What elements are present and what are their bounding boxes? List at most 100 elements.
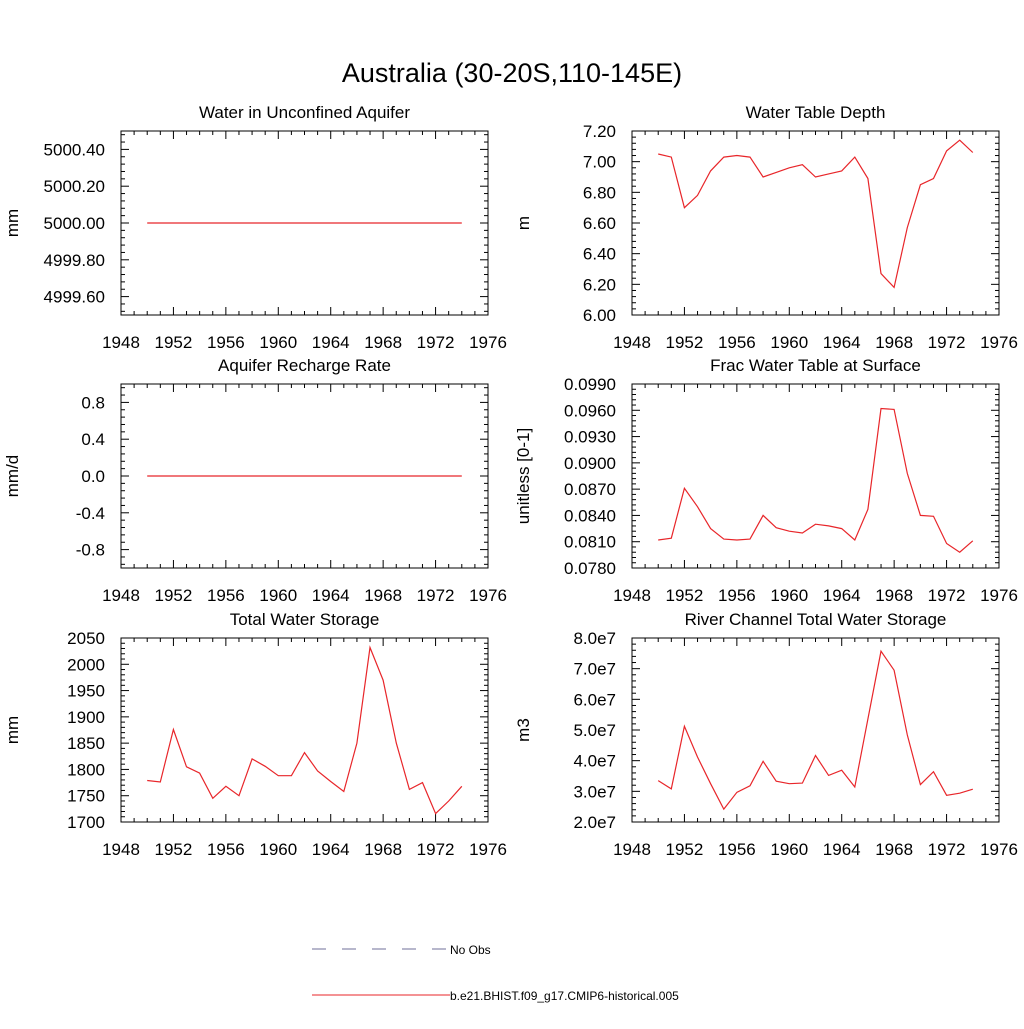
y-tick-label: 4.0e7	[573, 752, 616, 771]
chart-panel-3: Aquifer Recharge Rate mm/d 1948 1952 1956 196…	[3, 356, 507, 605]
y-tick-label: 6.40	[583, 245, 616, 264]
y-axis-label: mm	[3, 716, 22, 744]
x-tick-label: 1956	[207, 333, 245, 352]
x-tick-label: 1968	[875, 586, 913, 605]
x-tick-label: 1976	[980, 586, 1018, 605]
y-tick-label: 6.0e7	[573, 690, 616, 709]
y-tick-label: 2050	[67, 629, 105, 648]
y-tick-label: 7.0e7	[573, 660, 616, 679]
panels: Water in Unconfined Aquifer mm 1948 1952 195…	[3, 103, 1018, 859]
x-tick-label: 1964	[312, 840, 350, 859]
legend: No Obs b.e21.BHIST.f09_g17.CMIP6-histori…	[312, 943, 679, 1003]
chart-panel-6: River Channel Total Water Storage m3 1948 1…	[514, 610, 1018, 859]
y-tick-label: 1950	[67, 682, 105, 701]
chart-panel-1: Water in Unconfined Aquifer mm 1948 1952 195…	[3, 103, 507, 352]
x-tick-label: 1976	[469, 840, 507, 859]
panel-title: Water Table Depth	[746, 103, 886, 122]
y-tick-label: -0.8	[76, 541, 105, 560]
x-tick-label: 1972	[928, 840, 966, 859]
x-tick-label: 1956	[718, 333, 756, 352]
chart-panel-4: Frac Water Table at Surface unitless [0-1…	[514, 356, 1018, 605]
x-tick-label: 1948	[102, 586, 140, 605]
y-tick-label: 0.0900	[564, 454, 616, 473]
x-tick-label: 1960	[259, 840, 297, 859]
y-tick-label: 0.4	[81, 430, 105, 449]
x-tick-label: 1952	[155, 333, 193, 352]
x-tick-label: 1960	[259, 586, 297, 605]
y-tick-label: 6.80	[583, 183, 616, 202]
y-tick-label: 5000.00	[44, 214, 105, 233]
y-tick-label: 4999.80	[44, 251, 105, 270]
y-tick-label: 0.0990	[564, 375, 616, 394]
series-line-1	[147, 645, 463, 815]
y-tick-label: 4999.60	[44, 288, 105, 307]
y-tick-label: 0.0780	[564, 559, 616, 578]
x-tick-label: 1972	[928, 586, 966, 605]
x-tick-label: 1976	[469, 586, 507, 605]
x-tick-label: 1964	[823, 840, 861, 859]
y-tick-label: 0.0840	[564, 506, 616, 525]
x-tick-label: 1952	[155, 586, 193, 605]
x-tick-label: 1952	[666, 333, 704, 352]
x-tick-label: 1968	[875, 840, 913, 859]
plot-frame	[631, 383, 1000, 569]
x-tick-label: 1956	[207, 586, 245, 605]
y-tick-label: 6.60	[583, 214, 616, 233]
y-tick-label: 6.00	[583, 306, 616, 325]
figure-title: Australia (30-20S,110-145E)	[342, 58, 682, 88]
y-tick-label: 0.8	[81, 393, 105, 412]
x-tick-label: 1948	[613, 333, 651, 352]
y-axis-label: mm	[3, 209, 22, 237]
panel-title: Water in Unconfined Aquifer	[199, 103, 410, 122]
x-tick-label: 1948	[613, 840, 651, 859]
x-tick-label: 1968	[364, 586, 402, 605]
x-tick-label: 1972	[417, 586, 455, 605]
y-tick-label: 1850	[67, 734, 105, 753]
y-tick-label: 1800	[67, 760, 105, 779]
x-tick-label: 1976	[469, 333, 507, 352]
y-tick-label: 3.0e7	[573, 782, 616, 801]
legend-label-no-obs: No Obs	[450, 943, 491, 957]
plot-frame	[120, 637, 489, 823]
y-tick-label: 0.0810	[564, 533, 616, 552]
x-tick-label: 1948	[613, 586, 651, 605]
x-tick-label: 1952	[155, 840, 193, 859]
y-axis-label: unitless [0-1]	[514, 428, 533, 524]
series-line-1	[658, 407, 974, 553]
x-tick-label: 1956	[718, 840, 756, 859]
x-tick-label: 1960	[259, 333, 297, 352]
x-tick-label: 1972	[417, 840, 455, 859]
x-tick-label: 1964	[312, 333, 350, 352]
x-tick-label: 1964	[823, 586, 861, 605]
series-line-1	[657, 649, 973, 811]
x-tick-label: 1956	[207, 840, 245, 859]
y-tick-label: 6.20	[583, 275, 616, 294]
y-axis-label: m	[514, 216, 533, 230]
y-tick-label: 5.0e7	[573, 721, 616, 740]
legend-label-model: b.e21.BHIST.f09_g17.CMIP6-historical.005	[450, 989, 679, 1003]
x-tick-label: 1960	[770, 333, 808, 352]
x-tick-label: 1968	[875, 333, 913, 352]
y-tick-label: 0.0	[81, 467, 105, 486]
chart-panel-2: Water Table Depth m 1948 1952 1956 1960 1964 19…	[514, 103, 1018, 352]
x-tick-label: 1976	[980, 333, 1018, 352]
x-tick-label: 1972	[417, 333, 455, 352]
chart-panel-5: Total Water Storage mm 1948 1952 1956 1960 196…	[3, 610, 507, 859]
y-tick-label: 1700	[67, 813, 105, 832]
x-tick-label: 1948	[102, 840, 140, 859]
x-tick-label: 1952	[666, 840, 704, 859]
y-tick-label: 8.0e7	[573, 629, 616, 648]
y-axis-label: mm/d	[3, 455, 22, 498]
x-tick-label: 1972	[928, 333, 966, 352]
plot-frame	[631, 130, 1000, 316]
y-axis-label: m3	[514, 718, 533, 742]
x-tick-label: 1964	[823, 333, 861, 352]
y-tick-label: 2.0e7	[573, 813, 616, 832]
plot-frame	[631, 637, 1000, 823]
y-tick-label: 0.0870	[564, 480, 616, 499]
x-tick-label: 1976	[980, 840, 1018, 859]
y-tick-label: 1900	[67, 708, 105, 727]
x-tick-label: 1960	[770, 840, 808, 859]
y-tick-label: 7.20	[583, 122, 616, 141]
x-tick-label: 1948	[102, 333, 140, 352]
